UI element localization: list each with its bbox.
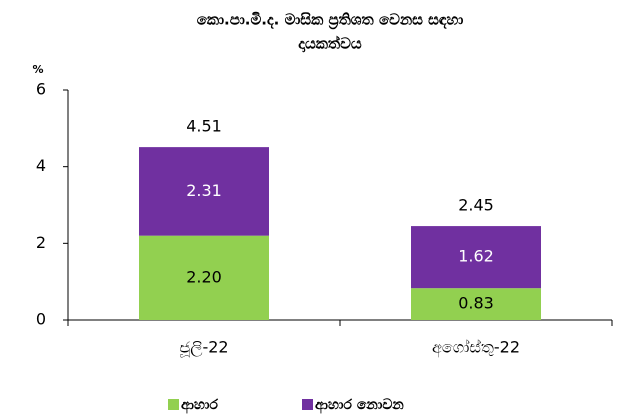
- y-tick-label: 0: [36, 310, 46, 329]
- legend-label: ආහාර: [181, 397, 219, 414]
- y-tick-label: 2: [36, 233, 46, 252]
- legend-label: ආහාර නොවන: [315, 397, 404, 414]
- data-label: 2.31: [186, 181, 222, 200]
- legend-swatch: [168, 399, 179, 410]
- legend-swatch: [302, 399, 313, 410]
- bar-segment: [411, 226, 541, 289]
- bar-segment: [139, 235, 269, 320]
- x-tick-label: අගෝස්තු-22: [432, 338, 520, 358]
- y-tick-label: 4: [36, 156, 46, 175]
- data-label: 1.62: [458, 247, 494, 266]
- total-label: 2.45: [458, 196, 494, 215]
- y-axis-label: %: [32, 63, 43, 76]
- chart-title: කො.පා.මි.ද. මාසික ප්‍රතිශත වෙනස සඳහා: [197, 11, 464, 31]
- y-tick-label: 6: [36, 80, 46, 99]
- bar-segment: [411, 288, 541, 320]
- data-label: 0.83: [458, 294, 494, 313]
- data-label: 2.20: [186, 267, 222, 286]
- chart-title: දායකත්වය: [298, 34, 362, 53]
- x-tick-label: ජූලි-22: [179, 338, 228, 358]
- bar-segment: [139, 147, 269, 236]
- total-label: 4.51: [186, 117, 222, 136]
